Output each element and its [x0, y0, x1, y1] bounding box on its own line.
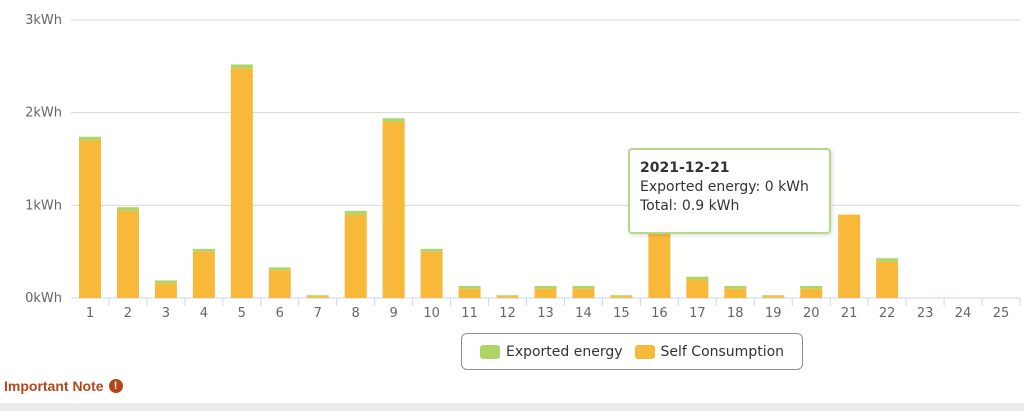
bar-exported-energy[interactable] [78, 136, 101, 141]
bar-self-consumption[interactable] [610, 296, 633, 298]
x-tick-label: 9 [390, 306, 398, 321]
bar-self-consumption[interactable] [648, 228, 671, 299]
x-tick-label: 5 [238, 306, 246, 321]
bar-self-consumption[interactable] [534, 288, 557, 298]
bar-self-consumption[interactable] [420, 251, 443, 298]
legend-label-exported: Exported energy [505, 343, 623, 360]
x-tick-label: 10 [423, 306, 440, 321]
bar-exported-energy[interactable] [268, 267, 291, 271]
bar-self-consumption[interactable] [382, 121, 405, 298]
important-note-link[interactable]: Important Note ! [4, 378, 123, 394]
bar-self-consumption[interactable] [800, 288, 823, 298]
bar-self-consumption[interactable] [762, 296, 785, 298]
bar-exported-energy[interactable] [686, 276, 709, 280]
legend-swatch-self [634, 344, 655, 359]
x-tick-label: 16 [651, 306, 668, 321]
bar-exported-energy[interactable] [306, 295, 329, 297]
bar-exported-energy[interactable] [762, 295, 785, 297]
bar-self-consumption[interactable] [78, 140, 101, 298]
x-tick-label: 14 [575, 306, 592, 321]
bar-self-consumption[interactable] [344, 214, 367, 298]
bar-self-consumption[interactable] [306, 296, 329, 298]
bar-exported-energy[interactable] [534, 285, 557, 289]
bar-exported-energy[interactable] [458, 285, 481, 289]
x-tick-label: 21 [841, 306, 858, 321]
bar-exported-energy[interactable] [572, 285, 595, 289]
x-tick-label: 7 [314, 306, 322, 321]
bar-exported-energy[interactable] [420, 248, 443, 252]
bar-exported-energy[interactable] [154, 280, 177, 284]
tooltip-line-total: Total: 0.9 kWh [640, 198, 740, 214]
bar-self-consumption[interactable] [876, 261, 899, 298]
bar-self-consumption[interactable] [268, 270, 291, 298]
bottom-divider [0, 403, 1024, 411]
y-tick-label: 1kWh [25, 198, 62, 213]
tooltip-line-exported: Exported energy: 0 kWh [640, 179, 809, 195]
x-tick-label: 22 [879, 306, 896, 321]
y-tick-label: 2kWh [25, 106, 62, 121]
bar-self-consumption[interactable] [230, 68, 253, 298]
x-tick-label: 25 [993, 306, 1010, 321]
legend-item-exported-energy[interactable]: Exported energy [479, 343, 623, 360]
x-tick-label: 15 [613, 306, 630, 321]
chart-tooltip: 2021-12-21 Exported energy: 0 kWh Total:… [628, 148, 831, 234]
x-tick-label: 4 [200, 306, 208, 321]
bar-self-consumption[interactable] [724, 288, 747, 298]
x-tick-label: 1 [86, 306, 94, 321]
y-tick-label: 3kWh [25, 13, 62, 28]
x-tick-label: 3 [162, 306, 170, 321]
bar-self-consumption[interactable] [686, 279, 709, 298]
bar-self-consumption[interactable] [838, 214, 861, 298]
bar-exported-energy[interactable] [876, 258, 899, 262]
bar-self-consumption[interactable] [458, 288, 481, 298]
x-tick-label: 2 [124, 306, 132, 321]
bar-exported-energy[interactable] [344, 210, 367, 215]
legend-label-self: Self Consumption [660, 343, 785, 360]
bar-self-consumption[interactable] [572, 288, 595, 298]
bar-exported-energy[interactable] [724, 285, 747, 289]
bar-self-consumption[interactable] [154, 283, 177, 298]
x-tick-label: 17 [689, 306, 706, 321]
exclamation-circle-icon: ! [108, 379, 123, 393]
x-tick-label: 19 [765, 306, 782, 321]
x-tick-label: 23 [917, 306, 934, 321]
bar-exported-energy[interactable] [382, 118, 405, 122]
legend-swatch-exported [479, 344, 500, 359]
x-tick-label: 12 [499, 306, 516, 321]
chart-legend: Exported energy Self Consumption [461, 333, 803, 370]
tooltip-title: 2021-12-21 [640, 160, 730, 176]
x-tick-label: 13 [537, 306, 554, 321]
bar-exported-energy[interactable] [116, 207, 139, 211]
x-tick-label: 11 [461, 306, 478, 321]
bar-self-consumption[interactable] [192, 251, 215, 298]
bar-exported-energy[interactable] [610, 295, 633, 297]
legend-item-self-consumption[interactable]: Self Consumption [634, 343, 785, 360]
x-tick-label: 6 [276, 306, 284, 321]
bar-self-consumption[interactable] [116, 210, 139, 298]
bar-exported-energy[interactable] [230, 64, 253, 69]
x-tick-label: 24 [955, 306, 972, 321]
important-note-label: Important Note [4, 378, 104, 394]
bar-exported-energy[interactable] [800, 285, 823, 289]
bar-exported-energy[interactable] [496, 295, 519, 297]
x-tick-label: 20 [803, 306, 820, 321]
x-tick-label: 18 [727, 306, 744, 321]
x-tick-label: 8 [352, 306, 360, 321]
y-tick-label: 0kWh [25, 291, 62, 306]
bar-self-consumption[interactable] [496, 296, 519, 298]
bar-exported-energy[interactable] [192, 248, 215, 252]
